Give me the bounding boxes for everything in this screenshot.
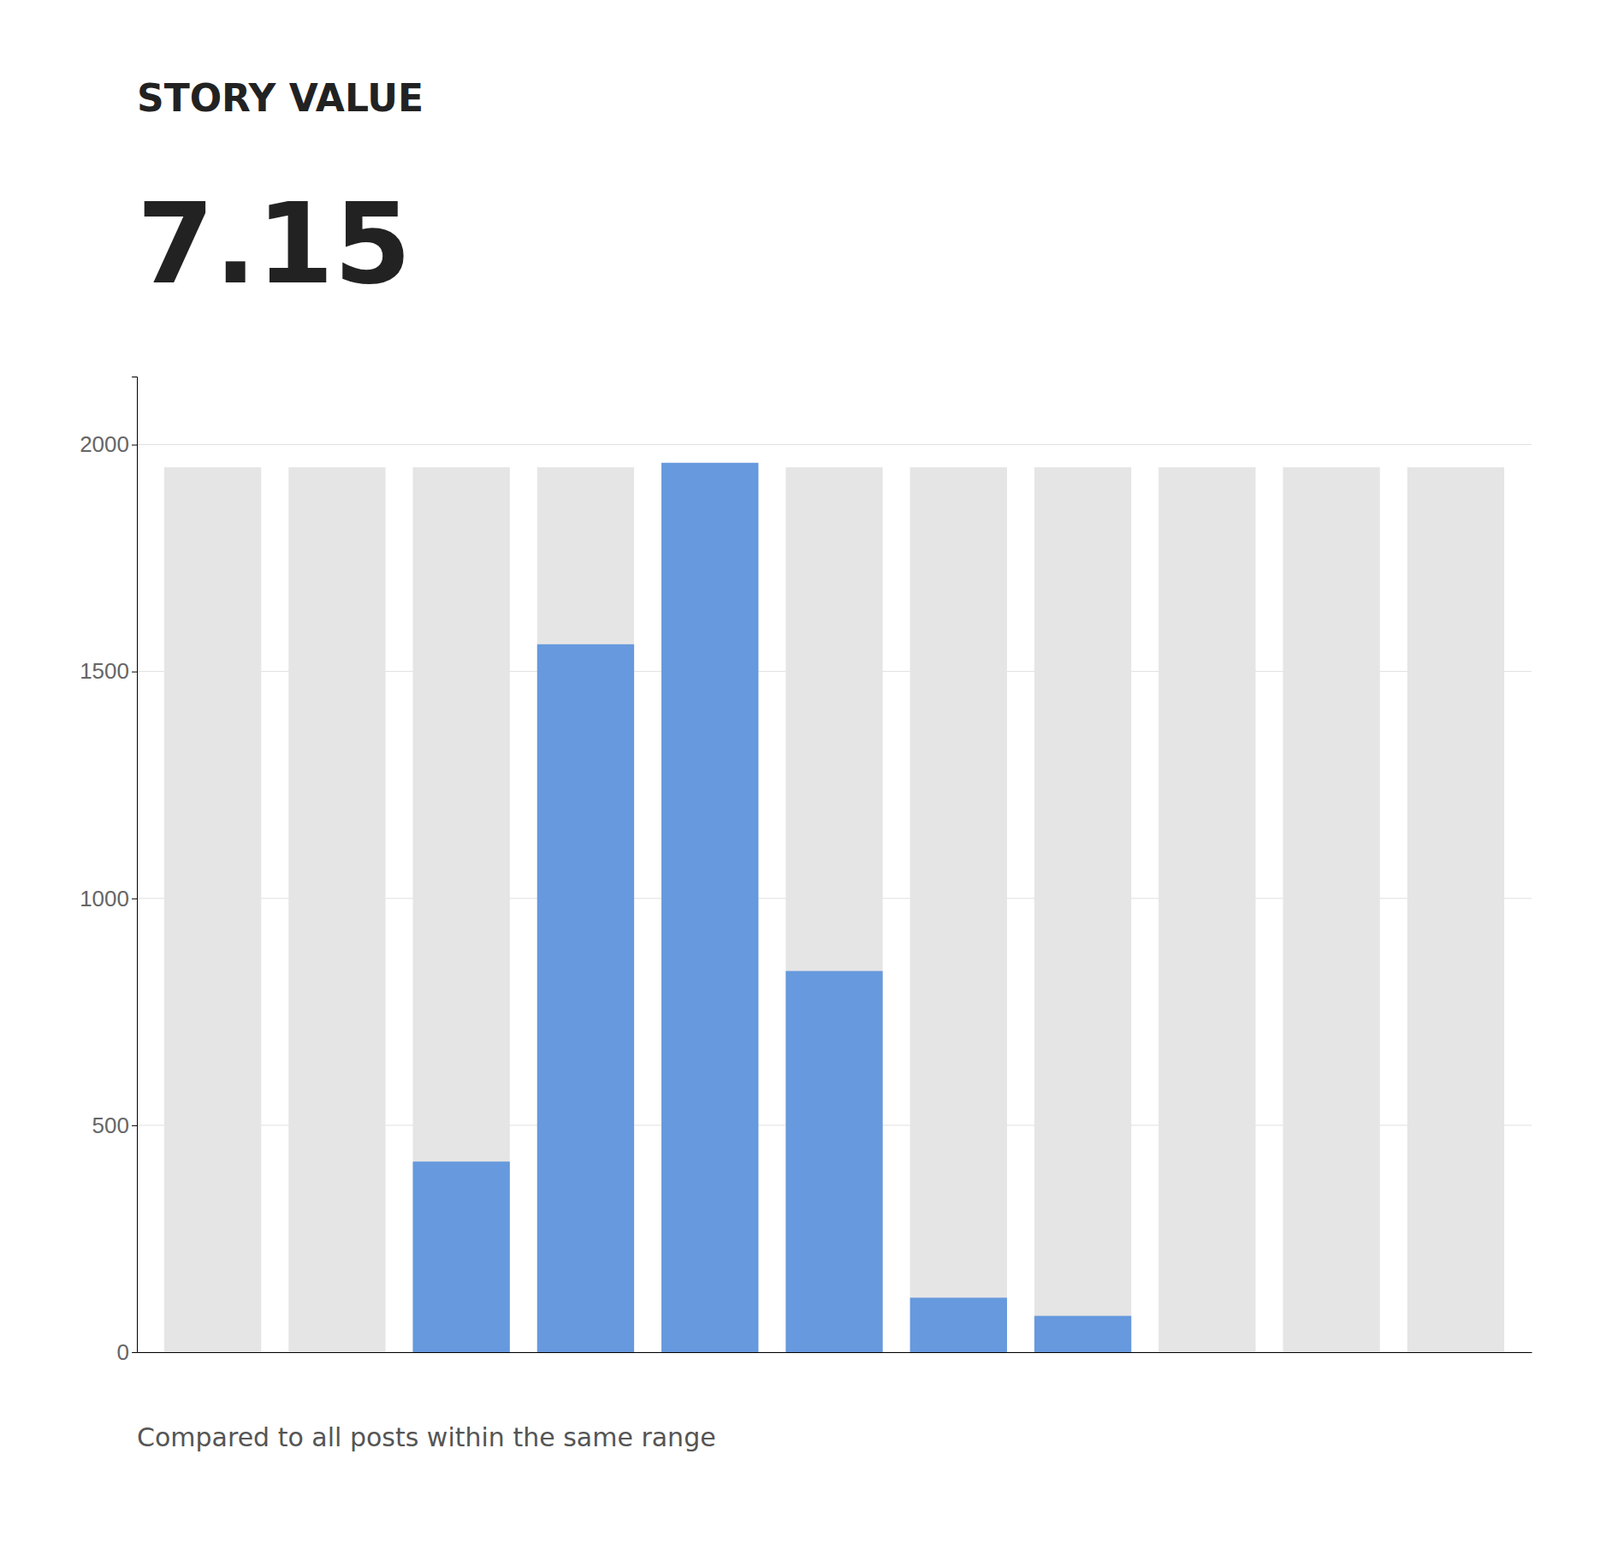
bar <box>661 462 759 1352</box>
x-axis-line <box>137 1351 1533 1353</box>
bar-series <box>413 462 1132 1352</box>
y-tick-mark <box>131 898 137 900</box>
bar <box>1158 1351 1256 1353</box>
bar <box>1158 467 1256 1352</box>
y-tick-mark <box>131 671 137 673</box>
bar <box>164 1351 261 1353</box>
plot: 0 500 1000 1500 2000 <box>79 377 1532 1365</box>
y-tick-label: 0 <box>117 1339 130 1365</box>
y-tick-label: 2000 <box>79 431 130 457</box>
subtitle: 7.15 <box>136 178 412 309</box>
y-tick-label: 1000 <box>79 885 130 912</box>
bar-series <box>164 467 1505 1352</box>
bar <box>910 467 1008 1352</box>
annotation: Compared to all posts within the same ra… <box>136 1422 717 1452</box>
bar <box>910 1297 1008 1352</box>
bar <box>785 467 883 1352</box>
y-tick-label: 500 <box>92 1112 130 1138</box>
y-tick-mark <box>131 444 137 446</box>
bar <box>1282 1351 1380 1353</box>
y-tick-mark <box>131 1351 137 1353</box>
chart-container: STORY VALUE 7.15 0 500 1000 1500 2000 Compared … <box>0 0 1600 1549</box>
bar <box>288 467 386 1352</box>
x-axis <box>137 1351 1533 1353</box>
y-axis: 0 500 1000 1500 2000 <box>79 377 137 1365</box>
y-axis-line <box>131 377 138 1353</box>
bars <box>164 462 1505 1352</box>
y-tick: 2000 <box>79 431 137 457</box>
bar <box>1034 467 1132 1352</box>
bar <box>785 971 883 1352</box>
bar <box>288 1351 386 1353</box>
title: STORY VALUE <box>136 76 424 120</box>
bar <box>1034 1315 1132 1352</box>
y-tick: 0 <box>117 1339 137 1365</box>
bar <box>413 1161 510 1352</box>
bar <box>1407 1351 1505 1353</box>
y-tick: 500 <box>92 1112 137 1138</box>
bar <box>1407 467 1505 1352</box>
grid <box>136 444 1532 1352</box>
grid-line <box>136 444 1532 445</box>
bar <box>164 467 261 1352</box>
chart-svg: STORY VALUE 7.15 0 500 1000 1500 2000 Compared … <box>0 0 1600 1549</box>
bar <box>537 644 635 1352</box>
y-tick: 1000 <box>79 885 137 912</box>
y-tick-label: 1500 <box>79 657 130 684</box>
bar <box>537 467 635 1352</box>
y-tick: 1500 <box>79 657 137 684</box>
bar <box>1282 467 1380 1352</box>
bar <box>413 467 510 1352</box>
y-tick-mark <box>131 1125 137 1126</box>
